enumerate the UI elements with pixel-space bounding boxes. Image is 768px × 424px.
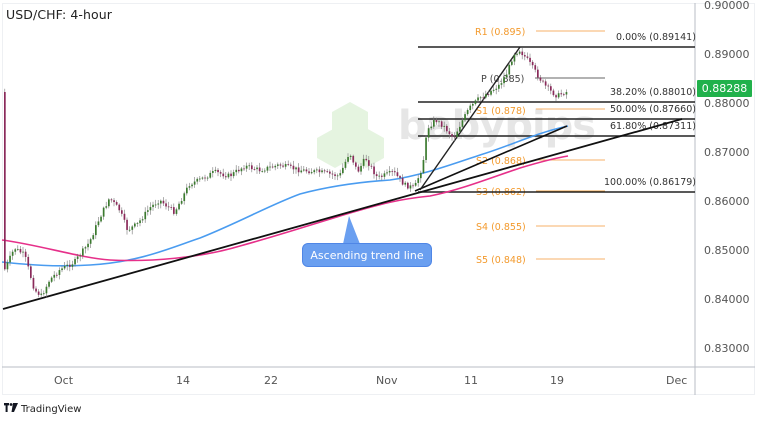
last-price-badge: 0.88288 <box>697 80 752 97</box>
fibonacci-levels <box>418 46 695 193</box>
svg-text:11: 11 <box>464 374 478 387</box>
tradingview-logo-icon <box>4 403 18 415</box>
svg-text:Nov: Nov <box>376 374 398 387</box>
svg-text:0.00% (0.89141): 0.00% (0.89141) <box>616 32 696 43</box>
callout-pointer <box>343 216 360 244</box>
fibonacci-labels: 0.00% (0.89141) 38.20% (0.88010) 50.00% … <box>604 32 696 188</box>
svg-text:19: 19 <box>550 374 564 387</box>
watermark-logo-icon <box>317 102 384 168</box>
svg-text:R1 (0.895): R1 (0.895) <box>475 27 525 38</box>
svg-text:S2 (0.868): S2 (0.868) <box>476 156 526 167</box>
svg-text:22: 22 <box>264 374 278 387</box>
svg-text:38.20% (0.88010): 38.20% (0.88010) <box>610 87 696 98</box>
secondary-trend-line <box>414 125 568 192</box>
blue-moving-average <box>1 125 569 267</box>
svg-text:S1 (0.878): S1 (0.878) <box>476 106 526 117</box>
svg-text:0.88000: 0.88000 <box>704 97 750 110</box>
svg-text:P (0.885): P (0.885) <box>481 74 524 85</box>
svg-text:100.00% (0.86179): 100.00% (0.86179) <box>604 177 696 188</box>
svg-text:0.89000: 0.89000 <box>704 48 750 61</box>
svg-text:0.87000: 0.87000 <box>704 146 750 159</box>
svg-text:0.85000: 0.85000 <box>704 244 750 257</box>
svg-text:0.86000: 0.86000 <box>704 195 750 208</box>
candlesticks <box>4 47 568 298</box>
magenta-moving-average <box>1 155 569 262</box>
chart-title: USD/CHF: 4-hour <box>6 7 113 22</box>
ascending-trend-line <box>2 118 683 310</box>
svg-text:14: 14 <box>176 374 190 387</box>
svg-text:S4 (0.855): S4 (0.855) <box>476 222 526 233</box>
svg-text:Oct: Oct <box>54 374 74 387</box>
trend-line-callout[interactable]: Ascending trend line <box>302 243 432 267</box>
fib-anchor-line <box>419 46 521 191</box>
svg-text:0.83000: 0.83000 <box>704 342 750 355</box>
price-axis[interactable]: 0.90000 0.89000 0.88000 0.87000 0.86000 … <box>704 0 750 355</box>
time-axis[interactable]: Oct 14 22 Nov 11 19 Dec <box>54 374 687 387</box>
chart-frame <box>2 3 755 395</box>
tradingview-brand[interactable]: TradingView <box>4 403 81 415</box>
svg-text:S5 (0.848): S5 (0.848) <box>476 255 526 266</box>
svg-text:0.90000: 0.90000 <box>704 0 750 12</box>
tradingview-label: TradingView <box>21 403 82 415</box>
pivot-levels <box>536 30 605 260</box>
svg-text:0.84000: 0.84000 <box>704 293 750 306</box>
svg-text:50.00% (0.87660): 50.00% (0.87660) <box>610 104 696 115</box>
svg-text:Dec: Dec <box>666 374 687 387</box>
